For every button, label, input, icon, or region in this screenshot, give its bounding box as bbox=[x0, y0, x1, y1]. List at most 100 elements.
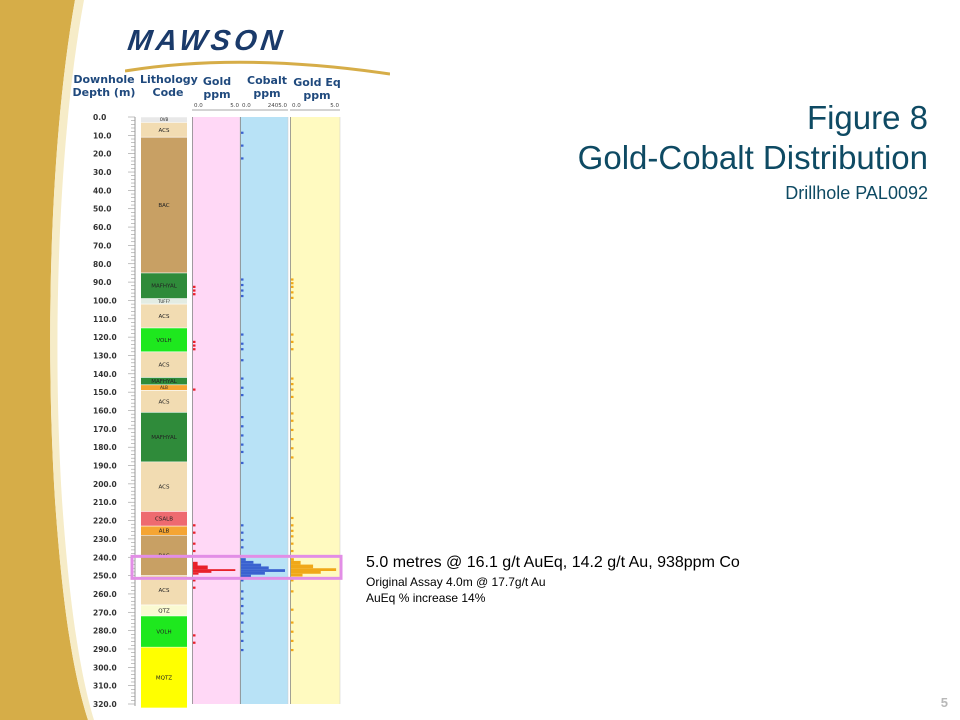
track-background bbox=[290, 117, 340, 704]
assay-trace-spike bbox=[241, 639, 244, 642]
lithology-interval bbox=[141, 604, 187, 616]
title-block: Figure 8 Gold-Cobalt Distribution Drillh… bbox=[578, 98, 928, 206]
lithology-interval bbox=[141, 122, 187, 138]
column-header-cobalt: Cobalt ppm bbox=[247, 74, 287, 100]
lithology-interval bbox=[141, 461, 187, 512]
assay-trace-spike bbox=[241, 289, 244, 292]
depth-tick-label: 220.0 bbox=[93, 517, 117, 526]
assay-trace-spike bbox=[193, 348, 196, 351]
depth-tick-label: 190.0 bbox=[93, 462, 117, 471]
assay-trace-spike bbox=[193, 388, 196, 391]
assay-trace-spike bbox=[291, 542, 294, 545]
lithology-interval bbox=[141, 615, 187, 648]
assay-trace-spike bbox=[241, 157, 244, 160]
lithology-interval bbox=[141, 298, 187, 305]
assay-trace-spike bbox=[193, 641, 196, 644]
assay-trace-spike bbox=[291, 648, 294, 652]
lithology-interval bbox=[141, 647, 187, 708]
track-scale-max: 2405.0 bbox=[268, 103, 288, 109]
assay-trace-spike bbox=[241, 348, 244, 351]
lithology-code: MAFHYAL bbox=[151, 284, 178, 290]
depth-tick-label: 200.0 bbox=[93, 480, 117, 489]
depth-tick-label: 100.0 bbox=[93, 296, 117, 305]
assay-trace-spike bbox=[193, 542, 196, 545]
lithology-code: CSALB bbox=[155, 517, 173, 523]
assay-trace-spike bbox=[193, 340, 196, 343]
assay-trace-spike bbox=[291, 549, 294, 553]
assay-trace-spike bbox=[291, 278, 294, 281]
assay-trace-spike bbox=[291, 579, 294, 582]
depth-tick-label: 170.0 bbox=[93, 425, 117, 434]
assay-trace-spike bbox=[291, 524, 294, 527]
assay-trace-spike bbox=[241, 393, 244, 397]
assay-bar bbox=[241, 558, 246, 561]
track-background bbox=[192, 117, 240, 704]
lithology-interval bbox=[141, 137, 187, 273]
lithology-interval bbox=[141, 377, 187, 385]
assay-trace-spike bbox=[291, 438, 294, 441]
mawson-logo bbox=[125, 60, 390, 76]
lithology-interval bbox=[141, 327, 187, 352]
intercept-main: 5.0 metres @ 16.1 g/t AuEq, 14.2 g/t Au,… bbox=[366, 554, 740, 571]
depth-tick-label: 230.0 bbox=[93, 535, 117, 544]
lithology-code: ALB bbox=[159, 529, 170, 535]
lithology-code: ACS bbox=[159, 399, 171, 405]
lithology-interval bbox=[141, 511, 187, 527]
assay-bar bbox=[193, 572, 199, 575]
assay-bar bbox=[241, 571, 265, 575]
assay-trace-spike bbox=[241, 377, 244, 380]
depth-tick-label: 20.0 bbox=[93, 150, 112, 159]
intercept-annotation: 5.0 metres @ 16.1 g/t AuEq, 14.2 g/t Au,… bbox=[366, 552, 740, 606]
assay-bar bbox=[291, 573, 303, 577]
left-gold-band bbox=[0, 0, 88, 720]
assay-trace-spike bbox=[291, 590, 294, 593]
depth-tick-label: 240.0 bbox=[93, 553, 117, 562]
assay-trace-spike bbox=[241, 434, 244, 437]
track-scale-max: 5.0 bbox=[230, 103, 239, 109]
lithology-code: ACS bbox=[159, 314, 171, 320]
depth-tick-label: 30.0 bbox=[93, 168, 112, 177]
assay-trace-spike bbox=[291, 529, 294, 532]
assay-trace-spike bbox=[193, 524, 196, 527]
assay-trace-spike bbox=[193, 531, 196, 534]
assay-trace-spike bbox=[291, 630, 294, 633]
track-scale-min: 0.0 bbox=[194, 103, 203, 109]
depth-tick-label: 250.0 bbox=[93, 572, 117, 581]
assay-trace-spike bbox=[241, 294, 244, 298]
assay-trace-spike bbox=[241, 524, 244, 527]
assay-trace-spike bbox=[193, 586, 196, 589]
assay-trace-spike bbox=[193, 293, 196, 296]
assay-trace-spike bbox=[193, 549, 196, 553]
page-number: 5 bbox=[940, 695, 948, 710]
assay-trace-spike bbox=[291, 535, 294, 538]
assay-bar bbox=[241, 560, 254, 564]
depth-tick-label: 160.0 bbox=[93, 407, 117, 416]
assay-trace-spike bbox=[241, 342, 244, 345]
assay-trace-spike bbox=[241, 538, 244, 542]
assay-bar bbox=[193, 561, 198, 566]
depth-tick-label: 150.0 bbox=[93, 388, 117, 397]
lithology-interval bbox=[141, 412, 187, 462]
assay-trace-spike bbox=[241, 648, 244, 652]
assay-trace-spike bbox=[291, 348, 294, 351]
assay-bar bbox=[241, 566, 269, 570]
assay-trace-spike bbox=[241, 531, 244, 534]
assay-trace-spike bbox=[241, 597, 244, 600]
depth-tick-label: 180.0 bbox=[93, 443, 117, 452]
assay-trace-spike bbox=[291, 340, 294, 343]
assay-trace-spike bbox=[291, 291, 294, 294]
depth-tick-label: 110.0 bbox=[93, 315, 117, 324]
assay-bar bbox=[291, 564, 314, 569]
assay-bar bbox=[193, 569, 236, 572]
assay-trace-spike bbox=[291, 382, 294, 386]
assay-trace-spike bbox=[291, 285, 294, 288]
lithology-interval bbox=[141, 390, 187, 413]
assay-trace-spike bbox=[291, 456, 294, 459]
track-scale-min: 0.0 bbox=[292, 103, 301, 109]
lithology-code: MQTZ bbox=[156, 675, 172, 681]
lithology-interval bbox=[141, 117, 187, 123]
depth-tick-label: 300.0 bbox=[93, 663, 117, 672]
lithology-code: TUFF? bbox=[157, 299, 170, 304]
